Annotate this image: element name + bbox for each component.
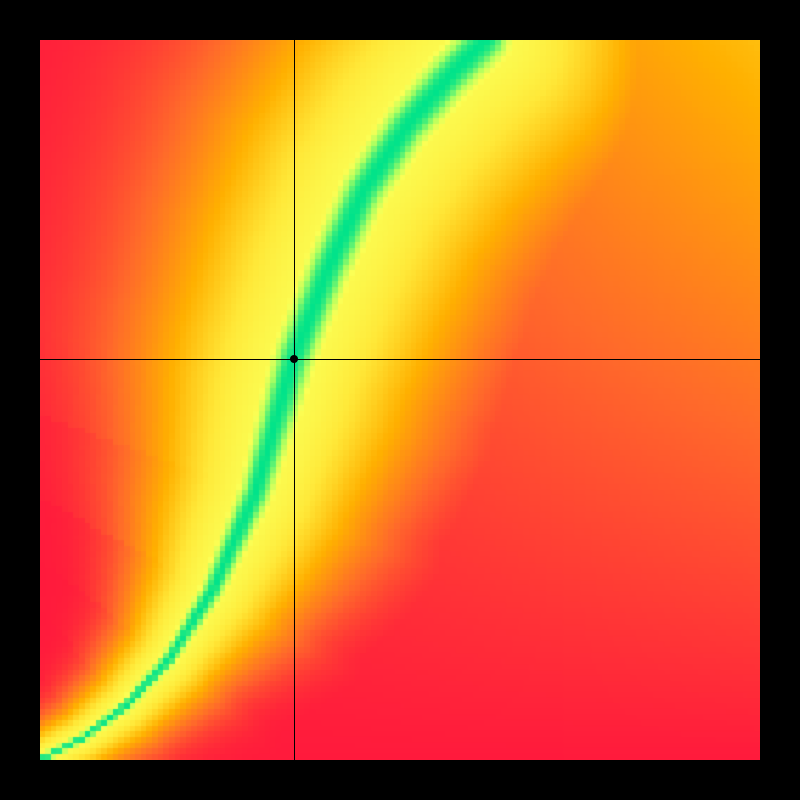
frame-border-left <box>0 0 40 800</box>
crosshair-horizontal <box>40 359 760 360</box>
marker-dot <box>290 355 298 363</box>
crosshair-vertical <box>294 40 295 760</box>
heatmap-plot <box>40 40 760 760</box>
frame-border-right <box>760 0 800 800</box>
frame-border-top <box>0 0 800 40</box>
chart-container: TheBottleneck.com <box>0 0 800 800</box>
frame-border-bottom <box>0 760 800 800</box>
